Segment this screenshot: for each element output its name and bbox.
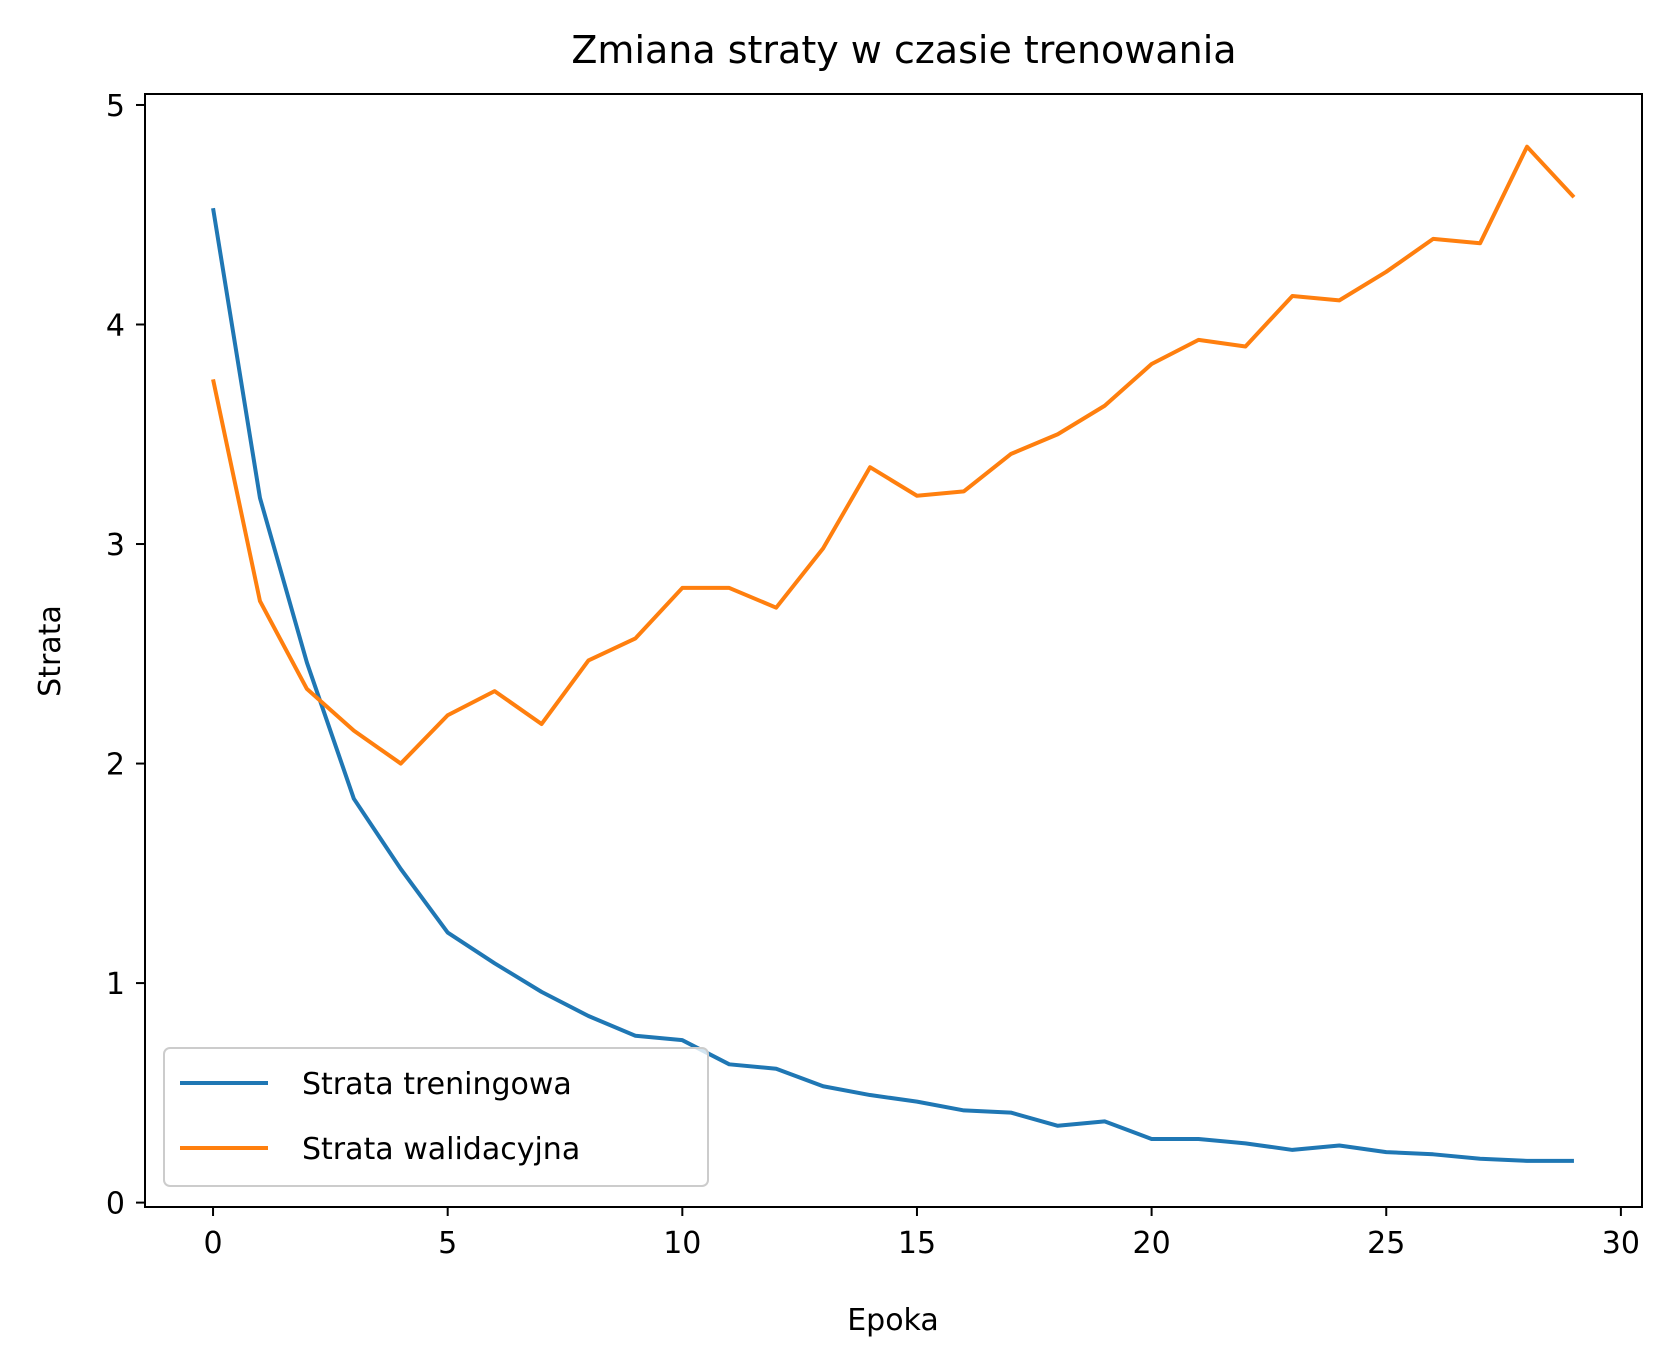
- y-tick-label: 0: [106, 1187, 125, 1222]
- x-tick-label: 25: [1367, 1226, 1405, 1261]
- legend-label-strata-walidacyjna: Strata walidacyjna: [302, 1132, 580, 1167]
- y-tick-label: 1: [106, 967, 125, 1002]
- x-tick-label: 20: [1133, 1226, 1171, 1261]
- legend-box: [163, 1047, 709, 1187]
- y-axis: 0 1 2 3 4 5: [106, 89, 145, 1222]
- y-tick-label: 3: [106, 528, 125, 563]
- x-tick-label: 15: [898, 1226, 936, 1261]
- y-tick-label: 4: [106, 309, 125, 344]
- series-line-strata-treningowa: [211, 207, 1574, 1163]
- x-tick-label: 30: [1602, 1226, 1640, 1261]
- y-tick-label: 5: [106, 89, 125, 124]
- x-tick-label: 10: [663, 1226, 701, 1261]
- plot-frame: [144, 93, 1643, 1208]
- y-axis-label: Strata: [33, 605, 68, 697]
- legend: Strata treningowa Strata walidacyjna: [163, 1047, 709, 1187]
- y-tick-label: 2: [106, 748, 125, 783]
- series-line-strata-walidacyjna: [211, 144, 1576, 766]
- x-axis: 0 5 10 15 20 25 30: [203, 1207, 1640, 1261]
- chart-title: Zmiana straty w czasie trenowania: [571, 28, 1236, 72]
- x-tick-label: 5: [438, 1226, 457, 1261]
- legend-label-strata-treningowa: Strata treningowa: [302, 1067, 572, 1102]
- series-layer: [211, 144, 1576, 1163]
- x-axis-label: Epoka: [847, 1303, 939, 1338]
- x-tick-label: 0: [203, 1226, 222, 1261]
